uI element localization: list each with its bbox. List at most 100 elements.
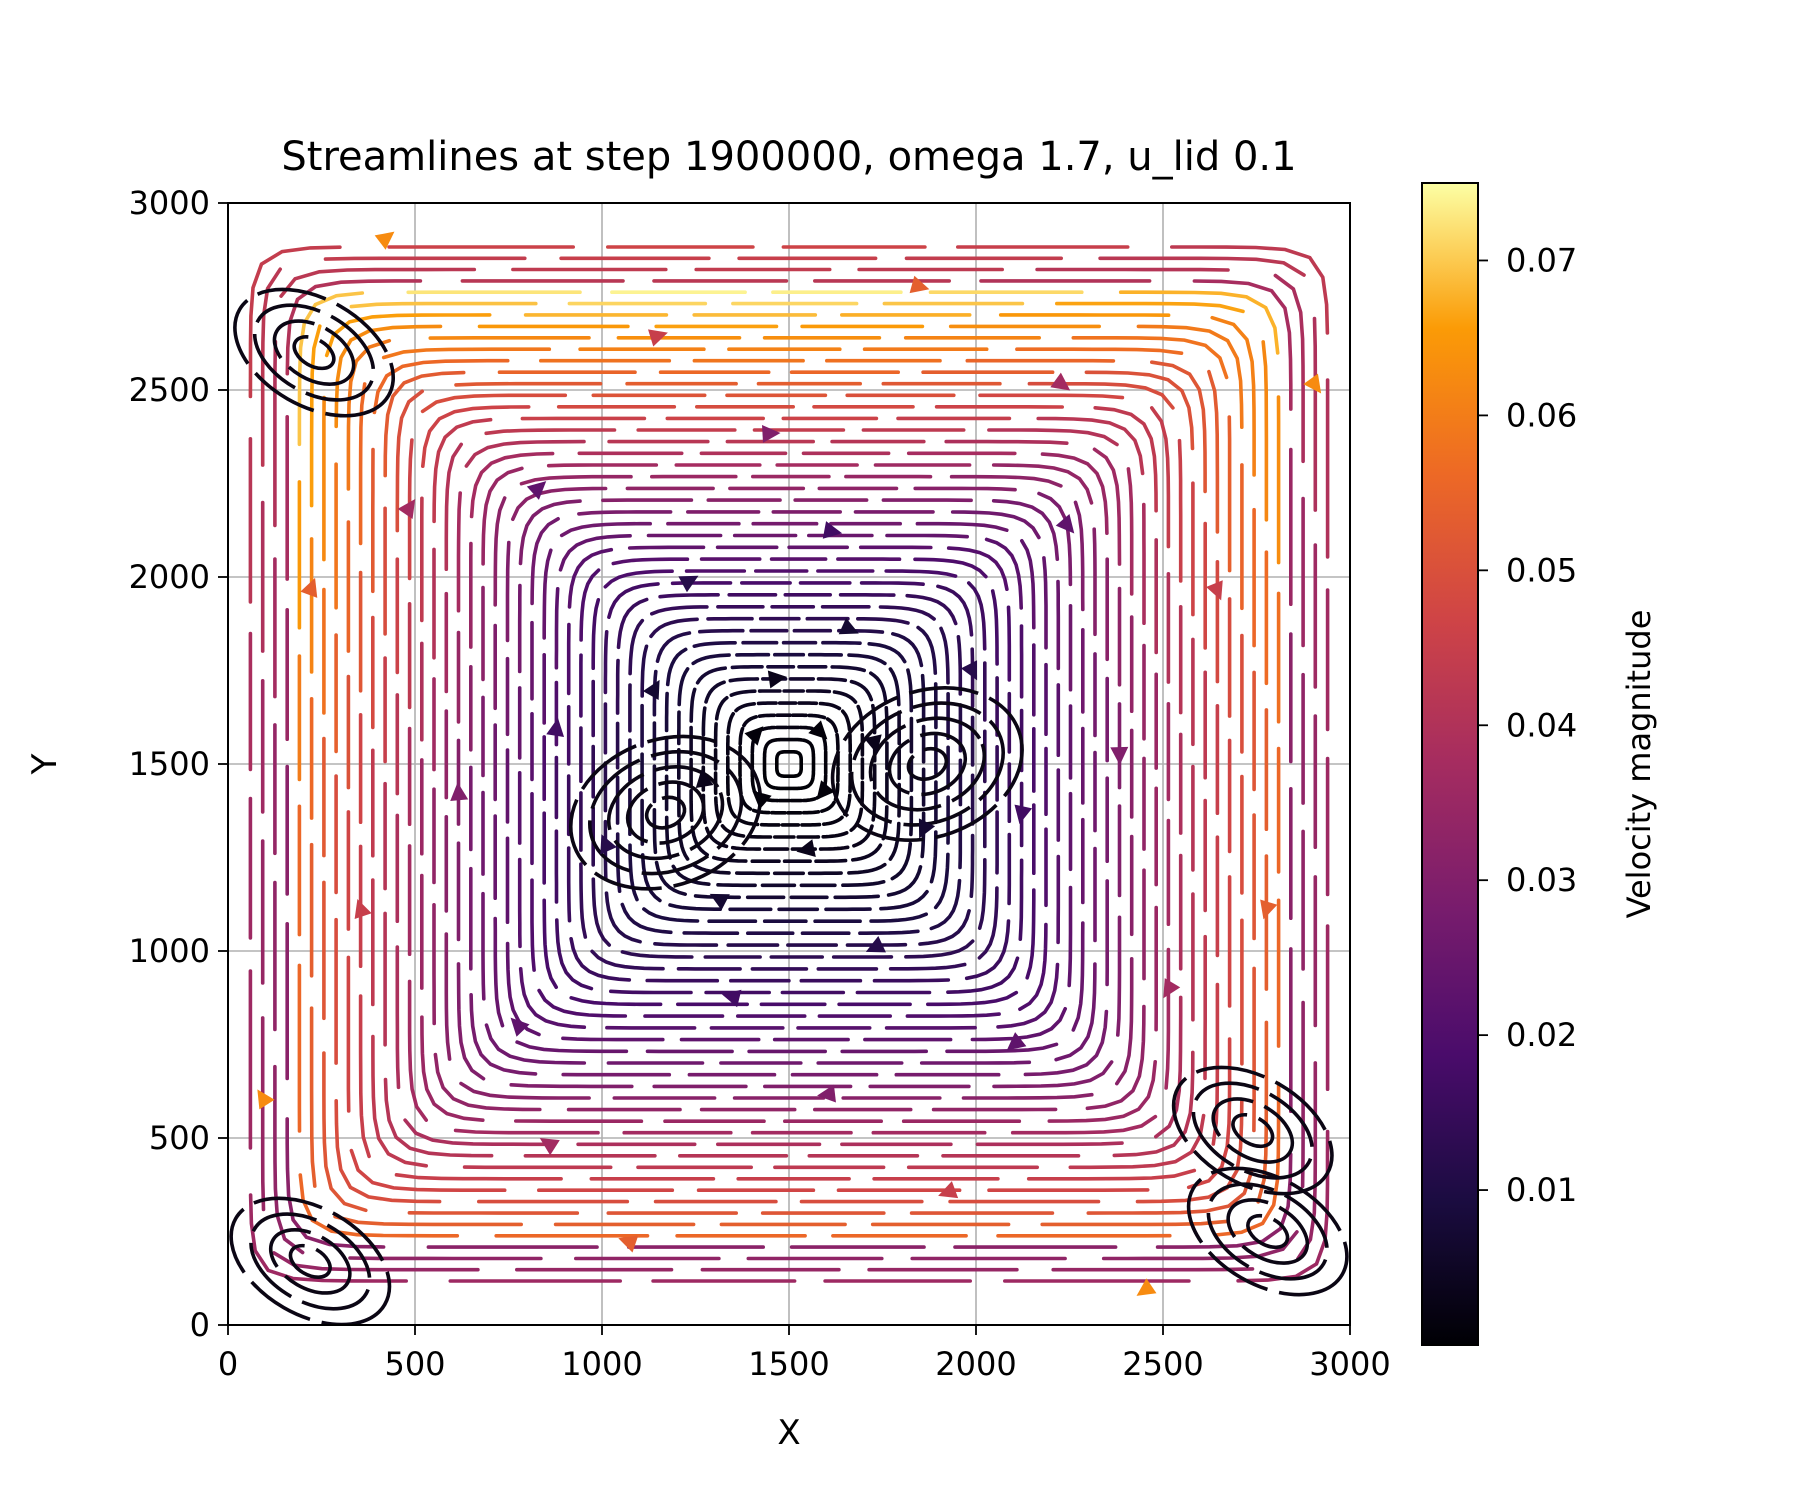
streamline [1150, 406, 1171, 549]
flow-arrow [709, 893, 730, 911]
streamline [884, 569, 958, 578]
streamline [964, 919, 1011, 981]
streamline [904, 939, 975, 959]
streamline [730, 845, 762, 851]
streamline [879, 889, 929, 911]
streamline [801, 797, 817, 803]
streamline [822, 815, 844, 826]
colorbar-tick-label: 0.07 [1506, 241, 1577, 279]
eddy-streamline [606, 765, 725, 861]
eddy-streamline [1191, 1081, 1314, 1180]
streamline [1300, 1000, 1305, 1189]
streamline [949, 474, 1063, 488]
streamline [285, 1117, 386, 1249]
flow-arrow [767, 670, 787, 689]
streamline [818, 701, 842, 711]
flow-arrow [822, 521, 843, 539]
flow-arrow [648, 329, 668, 347]
streamline [620, 902, 673, 935]
streamline [1177, 438, 1183, 583]
y-tick-label: 1000 [129, 932, 210, 970]
streamline [298, 1173, 460, 1238]
streamline [590, 949, 665, 971]
streamline [825, 717, 839, 734]
streamline [381, 347, 552, 360]
streamline [324, 313, 492, 358]
streamline [738, 726, 745, 746]
streamline [691, 653, 731, 666]
streamline [992, 1060, 1114, 1089]
streamline [692, 641, 737, 648]
streamline [1154, 995, 1183, 1139]
streamline [905, 593, 958, 626]
flow-arrow [1055, 513, 1075, 534]
streamline [872, 978, 951, 983]
streamline [1018, 922, 1048, 1011]
streamline [835, 732, 840, 752]
streamline [333, 1214, 523, 1227]
streamline [640, 644, 649, 698]
flow-arrow [817, 1084, 836, 1103]
streamline [801, 810, 821, 815]
streamline [654, 860, 687, 896]
streamline [821, 640, 862, 645]
streamline [346, 338, 392, 491]
streamline [990, 589, 999, 666]
y-tick-label: 3000 [129, 184, 210, 222]
streamline [515, 1040, 629, 1054]
streamline [611, 557, 690, 566]
streamline [1006, 605, 1012, 682]
streamline [1136, 324, 1244, 429]
streamline [454, 381, 603, 387]
streamline [555, 918, 594, 991]
flow-arrow [909, 275, 930, 294]
streamline [579, 862, 588, 939]
streamline [1126, 467, 1134, 596]
eddy-streamline [252, 303, 376, 402]
eddy-streamline [1171, 1065, 1334, 1196]
streamline [939, 626, 950, 685]
streamline [1015, 347, 1184, 355]
streamline [933, 852, 950, 910]
streamline [484, 1023, 587, 1065]
streamline [816, 677, 848, 683]
streamline [716, 883, 757, 888]
streamline [1155, 1152, 1293, 1249]
x-tick-label: 0 [218, 1345, 238, 1383]
streamline [279, 267, 477, 298]
streamline [913, 557, 988, 579]
flow-arrow [618, 1235, 639, 1253]
streamline [469, 451, 555, 519]
streamline [996, 962, 1060, 1029]
colorbar-tick-label: 0.01 [1506, 1171, 1577, 1209]
streamline [567, 547, 614, 609]
streamline [1037, 491, 1073, 587]
streamline [742, 715, 758, 728]
streamline [763, 774, 769, 785]
streamline [929, 830, 938, 884]
streamline [371, 1034, 428, 1168]
streamline [1055, 301, 1245, 314]
flow-arrow [450, 782, 469, 801]
streamline [542, 898, 558, 989]
streamline [867, 642, 907, 664]
streamline [869, 671, 888, 703]
streamline [453, 1128, 600, 1135]
streamline [569, 996, 663, 1007]
streamline [807, 776, 815, 787]
streamline [566, 846, 572, 923]
streamline [814, 858, 848, 863]
streamline [1092, 527, 1097, 637]
streamline [919, 1060, 1032, 1065]
streamline [746, 834, 773, 839]
streamline [801, 738, 812, 746]
streamline [297, 291, 365, 447]
streamline [1025, 888, 1036, 980]
streamline [978, 393, 1125, 400]
eddy-streamline [1211, 1097, 1295, 1164]
y-tick-label: 500 [149, 1119, 210, 1157]
streamline [730, 665, 764, 670]
streamline [926, 990, 1019, 1007]
eddy-streamline [249, 1212, 372, 1311]
